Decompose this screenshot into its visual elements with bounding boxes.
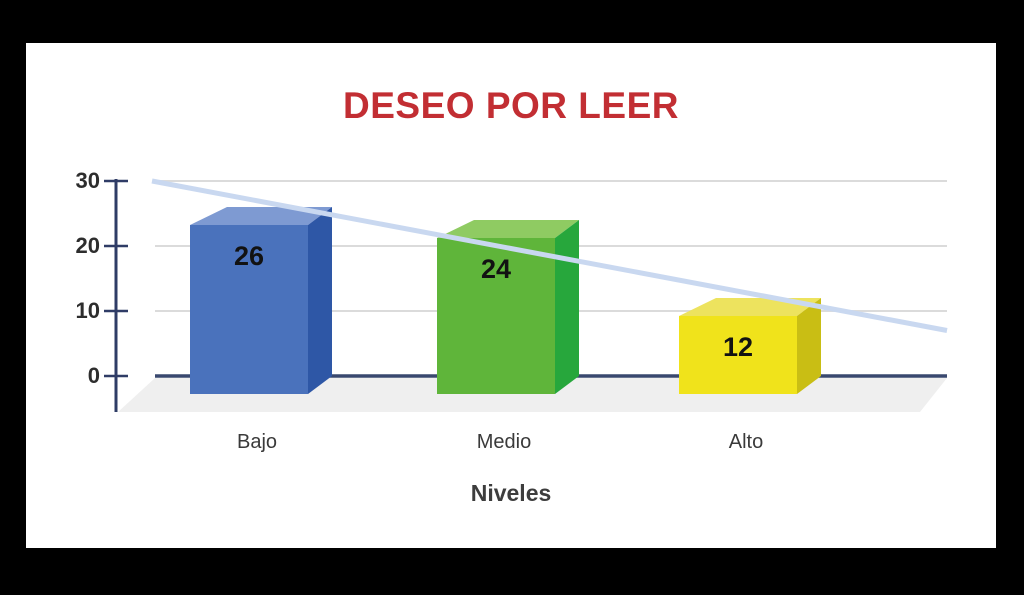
y-tick-label-30: 30 <box>75 168 100 193</box>
y-tick-label-10: 10 <box>75 298 100 323</box>
labels-layer: 30 20 10 0 26 Bajo 24 Medio 12 Alto <box>26 43 996 548</box>
x-category-label-medio: Medio <box>476 431 532 453</box>
x-category-label-bajo: Bajo <box>236 431 278 453</box>
plot-area <box>104 178 948 412</box>
bar-bajo-front-face <box>190 225 308 394</box>
bar-bajo-side-face <box>308 207 332 394</box>
x-category-label-alto: Alto <box>728 431 764 453</box>
chart-card: DESEO POR LEER 30 20 10 0 26 Bajo 24 Medio 12 Alt… <box>26 43 996 548</box>
x-axis-title: Niveles <box>470 480 552 506</box>
bar-value-label-alto: 12 <box>722 332 754 362</box>
bar-value-label-medio: 24 <box>480 254 512 284</box>
bar-medio-side-face <box>555 220 579 394</box>
bar-bajo-top-face <box>190 207 332 225</box>
bar-value-label-bajo: 26 <box>233 241 265 271</box>
y-tick-label-0: 0 <box>87 363 100 388</box>
bar-medio-front-face <box>437 238 555 394</box>
bar-medio-top-face <box>437 220 579 238</box>
chart-title: DESEO POR LEER <box>343 85 679 126</box>
bar-alto-front-face <box>679 316 797 394</box>
trend-line <box>151 178 948 333</box>
y-tick-label-20: 20 <box>75 233 100 258</box>
bar-alto-side-face <box>797 298 821 394</box>
